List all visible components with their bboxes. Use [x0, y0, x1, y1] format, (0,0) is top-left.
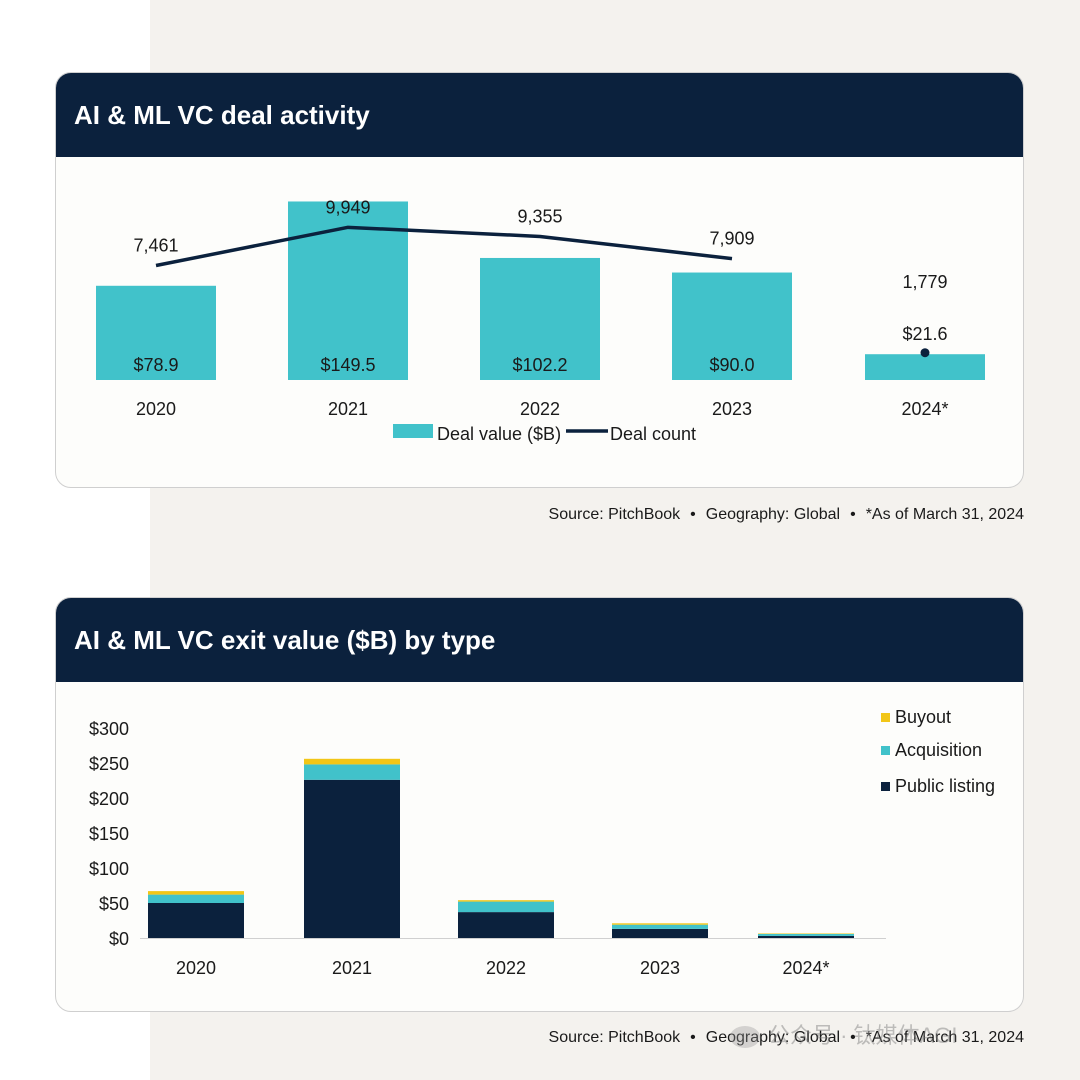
geography-label: Geography: Global — [705, 506, 841, 523]
exit-bar-public-listing — [758, 935, 854, 938]
deal-count-label: 9,949 — [325, 197, 370, 217]
x-tick-label: 2020 — [136, 399, 176, 419]
deal-value-label: $90.0 — [709, 355, 754, 375]
deal-value-label: $149.5 — [320, 355, 375, 375]
deal-count-point — [920, 348, 930, 358]
deal-count-label: 7,909 — [709, 229, 754, 249]
x-tick-label: 2024* — [901, 399, 948, 419]
exit-bar-public-listing — [304, 779, 400, 938]
y-tick-label: $100 — [89, 859, 129, 879]
y-tick-label: $250 — [89, 754, 129, 774]
geography-label: Geography: Global — [705, 1029, 841, 1046]
deal-value-bar — [480, 257, 600, 380]
source-label: Source: PitchBook — [548, 1029, 681, 1046]
x-tick-label: 2020 — [176, 958, 216, 978]
x-tick-label: 2023 — [640, 958, 680, 978]
watermark: 公众号 · 钛媒体AGI — [730, 1018, 957, 1050]
x-tick-label: 2021 — [332, 958, 372, 978]
deal-value-bar — [288, 201, 408, 380]
exit-bar-public-listing — [148, 903, 244, 938]
deal-activity-panel: AI & ML VC deal activity $78.9 2020 $149.5… — [55, 72, 1024, 488]
exit-bar-acquisition — [758, 933, 854, 936]
exit-bar-acquisition — [612, 924, 708, 929]
exit-bar-acquisition — [148, 894, 244, 903]
deal-value-bar — [96, 285, 216, 380]
as-of-label: *As of March 31, 2024 — [865, 1029, 1024, 1046]
y-tick-label: $0 — [109, 929, 129, 949]
exit-bar-buyout — [458, 900, 554, 902]
deal-count-line — [155, 225, 733, 268]
deal-value-label: $21.6 — [902, 324, 947, 344]
legend-swatch — [881, 746, 890, 755]
exit-bar-public-listing — [458, 912, 554, 938]
x-tick-label: 2022 — [486, 958, 526, 978]
legend-deal-value-swatch — [393, 424, 433, 438]
exit-value-panel: AI & ML VC exit value ($B) by type $0 $50… — [55, 597, 1024, 1012]
deal-activity-chart: $78.9 2020 $149.5 2021 $102.2 2022 $90.0 2023 $2… — [96, 197, 985, 444]
legend-swatch — [881, 782, 890, 791]
wechat-icon — [730, 1026, 760, 1049]
legend-label: Public listing — [895, 776, 995, 796]
legend-deal-value-label: Deal value ($B) — [437, 424, 561, 444]
exit-bar-buyout — [304, 758, 400, 765]
deal-value-bar — [865, 354, 985, 380]
legend-label: Acquisition — [895, 740, 982, 760]
source-separator: • — [850, 1029, 856, 1046]
deal-activity-source: Source: PitchBook • Geography: Global • *As … — [549, 506, 1024, 524]
x-tick-label: 2021 — [328, 399, 368, 419]
exit-value-title: AI & ML VC exit value ($B) by type — [56, 598, 1023, 682]
source-separator: • — [850, 506, 856, 523]
source-label: Source: PitchBook — [548, 506, 681, 523]
as-of-label: *As of March 31, 2024 — [865, 506, 1024, 523]
exit-bar-acquisition — [458, 901, 554, 913]
deal-value-label: $78.9 — [133, 355, 178, 375]
exit-bar-buyout — [758, 933, 854, 934]
exit-bar-buyout — [148, 891, 244, 895]
y-tick-label: $50 — [99, 894, 129, 914]
deal-value-bar — [672, 272, 792, 380]
deal-value-label: $102.2 — [512, 355, 567, 375]
exit-value-chart: $0 $50 $100 $150 $200 $250 $300 2020 2021 2022 202… — [89, 707, 995, 978]
y-tick-label: $300 — [89, 719, 129, 739]
deal-count-label: 1,779 — [902, 272, 947, 292]
x-tick-label: 2024* — [782, 958, 829, 978]
exit-value-source: Source: PitchBook • Geography: Global • *As … — [549, 1029, 1024, 1047]
x-tick-label: 2022 — [520, 399, 560, 419]
legend-deal-count-label: Deal count — [610, 424, 696, 444]
legend-swatch — [881, 713, 890, 722]
exit-bar-buyout — [612, 923, 708, 925]
x-tick-label: 2023 — [712, 399, 752, 419]
y-tick-label: $150 — [89, 824, 129, 844]
watermark-text: 公众号 · 钛媒体AGI — [768, 1023, 958, 1048]
deal-activity-title: AI & ML VC deal activity — [56, 73, 1023, 157]
deal-count-label: 7,461 — [133, 236, 178, 256]
deal-count-label: 9,355 — [517, 206, 562, 226]
y-tick-label: $200 — [89, 789, 129, 809]
exit-bar-acquisition — [304, 764, 400, 780]
source-separator: • — [690, 506, 696, 523]
exit-bar-public-listing — [612, 928, 708, 938]
legend-label: Buyout — [895, 707, 951, 727]
source-separator: • — [690, 1029, 696, 1046]
